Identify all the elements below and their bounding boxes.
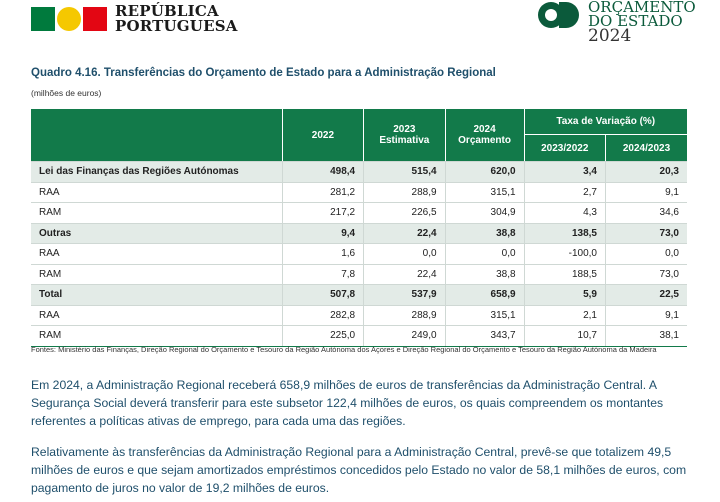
cell-taxa-2023-2022: 3,4 xyxy=(523,161,606,183)
col-header-taxa: Taxa de Variação (%) xyxy=(523,109,687,136)
cell-2024: 315,1 xyxy=(444,182,525,203)
row-label: RAM xyxy=(31,264,283,285)
paragraph-2: Relativamente às transferências da Admin… xyxy=(31,445,687,495)
cell-2023: 537,9 xyxy=(363,284,446,306)
cell-2022: 1,6 xyxy=(281,243,364,265)
cell-2023: 249,0 xyxy=(363,325,446,347)
row-label: RAM xyxy=(31,325,283,347)
cell-2022: 217,2 xyxy=(281,202,364,224)
cell-taxa-2023-2022: -100,0 xyxy=(523,243,606,265)
cell-2023: 226,5 xyxy=(363,202,446,224)
cell-2024: 315,1 xyxy=(444,305,525,326)
cell-2022: 507,8 xyxy=(281,284,364,306)
cell-2023: 0,0 xyxy=(363,243,446,265)
cell-taxa-2024-2023: 38,1 xyxy=(605,325,687,347)
cell-2022: 498,4 xyxy=(281,161,364,183)
cell-taxa-2023-2022: 4,3 xyxy=(523,202,606,224)
orcamento-text: ORÇAMENTO DO ESTADO 2024 xyxy=(588,0,696,46)
cell-taxa-2024-2023: 0,0 xyxy=(605,243,687,265)
row-label: Outras xyxy=(31,222,283,244)
col-header-taxa-2023-2022: 2023/2022 xyxy=(523,134,606,162)
cell-taxa-2024-2023: 9,1 xyxy=(605,182,687,203)
header-blank xyxy=(31,109,283,162)
row-label: Total xyxy=(31,284,283,306)
cell-2022: 225,0 xyxy=(281,325,364,347)
cell-2023: 515,4 xyxy=(363,161,446,183)
cell-2024: 0,0 xyxy=(444,243,525,265)
col-header-taxa-2024-2023: 2024/2023 xyxy=(605,134,687,162)
table-row: RAA 281,2 288,9 315,1 2,7 9,1 xyxy=(31,182,687,203)
table-row: RAM 7,8 22,4 38,8 188,5 73,0 xyxy=(31,264,687,285)
cell-taxa-2023-2022: 5,9 xyxy=(523,284,606,306)
cell-taxa-2023-2022: 188,5 xyxy=(523,264,606,285)
cell-2023: 288,9 xyxy=(363,305,446,326)
table-row: Lei das Finanças das Regiões Autónomas 49… xyxy=(31,161,687,183)
cell-taxa-2023-2022: 10,7 xyxy=(523,325,606,347)
cell-2023: 22,4 xyxy=(363,222,446,244)
table-row: RAA 282,8 288,9 315,1 2,1 9,1 xyxy=(31,305,687,326)
republica-portuguesa-logo: REPÚBLICA PORTUGUESA xyxy=(31,4,238,34)
cell-2024: 38,8 xyxy=(444,222,525,244)
col-header-2022: 2022 xyxy=(281,109,364,162)
cell-2022: 7,8 xyxy=(281,264,364,285)
cell-taxa-2024-2023: 73,0 xyxy=(605,264,687,285)
table-row: RAM 225,0 249,0 343,7 10,7 38,1 xyxy=(31,325,687,347)
row-label: RAA xyxy=(31,305,283,326)
cell-2024: 38,8 xyxy=(444,264,525,285)
table-row: RAM 217,2 226,5 304,9 4,3 34,6 xyxy=(31,202,687,224)
cell-2022: 282,8 xyxy=(281,305,364,326)
table-row: RAA 1,6 0,0 0,0 -100,0 0,0 xyxy=(31,243,687,265)
cell-taxa-2024-2023: 34,6 xyxy=(605,202,687,224)
cell-2022: 281,2 xyxy=(281,182,364,203)
republica-text: REPÚBLICA PORTUGUESA xyxy=(115,2,238,35)
orcamento-mark-icon xyxy=(538,2,582,32)
cell-taxa-2024-2023: 73,0 xyxy=(605,222,687,244)
cell-taxa-2023-2022: 138,5 xyxy=(523,222,606,244)
cell-2024: 620,0 xyxy=(444,161,525,183)
row-label: RAM xyxy=(31,202,283,224)
row-label: RAA xyxy=(31,182,283,203)
paragraph-1: Em 2024, a Administração Regional recebe… xyxy=(31,378,664,428)
cell-taxa-2024-2023: 9,1 xyxy=(605,305,687,326)
flag-emblem-icon xyxy=(31,7,107,31)
cell-taxa-2024-2023: 22,5 xyxy=(605,284,687,306)
cell-2024: 304,9 xyxy=(444,202,525,224)
cell-2024: 343,7 xyxy=(444,325,525,347)
orcamento-estado-logo: ORÇAMENTO DO ESTADO 2024 xyxy=(538,0,696,45)
cell-2024: 658,9 xyxy=(444,284,525,306)
cell-2022: 9,4 xyxy=(281,222,364,244)
row-label: Lei das Finanças das Regiões Autónomas xyxy=(31,161,283,183)
cell-taxa-2024-2023: 20,3 xyxy=(605,161,687,183)
table-sources: Fontes: Ministério das Finanças, Direção… xyxy=(31,345,657,354)
col-header-2024: 2024 Orçamento xyxy=(444,109,525,162)
row-label: RAA xyxy=(31,243,283,265)
col-header-2023: 2023 Estimativa xyxy=(363,109,446,162)
table-title: Quadro 4.16. Transferências do Orçamento… xyxy=(31,67,496,79)
table-units: (milhões de euros) xyxy=(31,88,102,98)
table-row: Outras 9,4 22,4 38,8 138,5 73,0 xyxy=(31,222,687,244)
table-row: Total 507,8 537,9 658,9 5,9 22,5 xyxy=(31,284,687,306)
transfers-table: 2022 2023 Estimativa 2024 Orçamento Taxa d… xyxy=(31,109,687,347)
cell-2023: 22,4 xyxy=(363,264,446,285)
cell-taxa-2023-2022: 2,1 xyxy=(523,305,606,326)
cell-taxa-2023-2022: 2,7 xyxy=(523,182,606,203)
cell-2023: 288,9 xyxy=(363,182,446,203)
